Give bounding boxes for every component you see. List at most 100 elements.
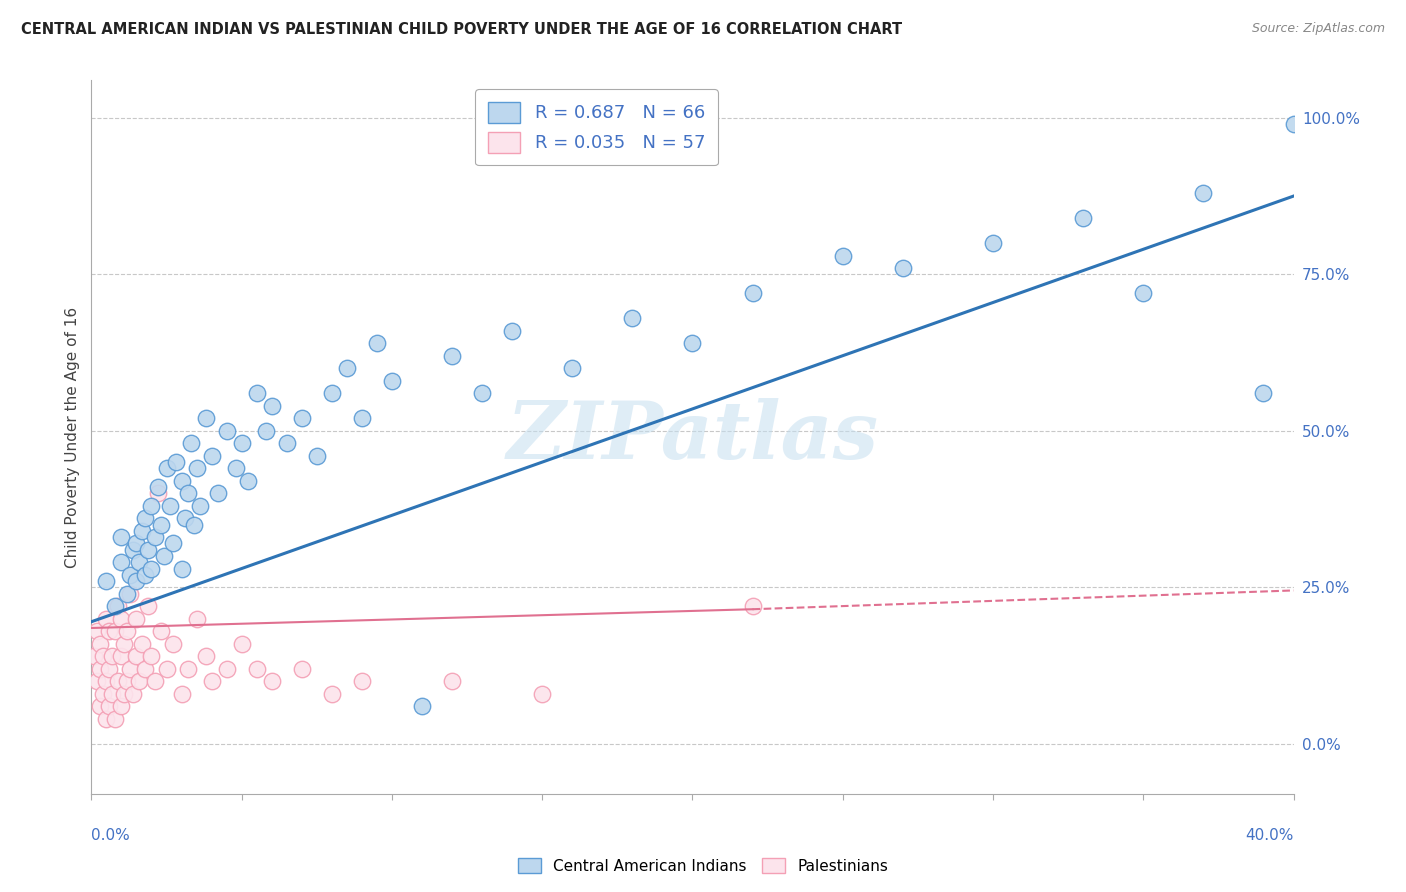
Point bbox=[110, 699, 132, 714]
Point bbox=[681, 336, 703, 351]
Point bbox=[134, 662, 156, 676]
Point bbox=[162, 536, 184, 550]
Point bbox=[246, 386, 269, 401]
Point bbox=[411, 699, 433, 714]
Point bbox=[89, 699, 111, 714]
Point bbox=[117, 674, 139, 689]
Point bbox=[138, 542, 160, 557]
Point bbox=[173, 511, 195, 525]
Point bbox=[183, 517, 205, 532]
Point bbox=[176, 486, 198, 500]
Point bbox=[501, 324, 523, 338]
Point bbox=[96, 612, 118, 626]
Point bbox=[120, 662, 142, 676]
Point bbox=[321, 386, 343, 401]
Point bbox=[110, 530, 132, 544]
Point bbox=[89, 662, 111, 676]
Point bbox=[440, 349, 463, 363]
Point bbox=[131, 637, 153, 651]
Point bbox=[305, 449, 328, 463]
Point bbox=[321, 687, 343, 701]
Point bbox=[231, 637, 253, 651]
Point bbox=[86, 674, 108, 689]
Point bbox=[141, 561, 163, 575]
Point bbox=[117, 586, 139, 600]
Text: 40.0%: 40.0% bbox=[1246, 828, 1294, 843]
Y-axis label: Child Poverty Under the Age of 16: Child Poverty Under the Age of 16 bbox=[65, 307, 80, 567]
Point bbox=[122, 687, 145, 701]
Point bbox=[621, 311, 644, 326]
Point bbox=[89, 637, 111, 651]
Point bbox=[96, 674, 118, 689]
Point bbox=[291, 411, 314, 425]
Point bbox=[231, 436, 253, 450]
Text: 0.0%: 0.0% bbox=[91, 828, 131, 843]
Point bbox=[125, 612, 148, 626]
Point bbox=[146, 486, 169, 500]
Point bbox=[170, 561, 193, 575]
Point bbox=[201, 674, 224, 689]
Point bbox=[152, 549, 174, 563]
Point bbox=[170, 687, 193, 701]
Point bbox=[1132, 286, 1154, 301]
Point bbox=[134, 567, 156, 582]
Point bbox=[86, 624, 108, 639]
Point bbox=[143, 530, 166, 544]
Point bbox=[128, 555, 150, 569]
Point bbox=[194, 649, 217, 664]
Point bbox=[207, 486, 229, 500]
Point bbox=[96, 574, 118, 588]
Point bbox=[176, 662, 198, 676]
Point bbox=[188, 499, 211, 513]
Point bbox=[741, 599, 763, 613]
Point bbox=[1192, 186, 1215, 200]
Point bbox=[1253, 386, 1275, 401]
Point bbox=[104, 599, 127, 613]
Point bbox=[120, 586, 142, 600]
Point bbox=[107, 674, 129, 689]
Point bbox=[120, 567, 142, 582]
Point bbox=[104, 712, 127, 726]
Point bbox=[225, 461, 247, 475]
Point bbox=[381, 374, 404, 388]
Point bbox=[149, 517, 172, 532]
Point bbox=[98, 699, 121, 714]
Text: CENTRAL AMERICAN INDIAN VS PALESTINIAN CHILD POVERTY UNDER THE AGE OF 16 CORRELA: CENTRAL AMERICAN INDIAN VS PALESTINIAN C… bbox=[21, 22, 903, 37]
Legend: R = 0.687   N = 66, R = 0.035   N = 57: R = 0.687 N = 66, R = 0.035 N = 57 bbox=[475, 89, 717, 165]
Point bbox=[236, 474, 259, 488]
Point bbox=[155, 461, 177, 475]
Point bbox=[165, 455, 187, 469]
Point bbox=[110, 649, 132, 664]
Point bbox=[162, 637, 184, 651]
Point bbox=[276, 436, 298, 450]
Point bbox=[194, 411, 217, 425]
Point bbox=[101, 649, 124, 664]
Point bbox=[366, 336, 388, 351]
Point bbox=[149, 624, 172, 639]
Point bbox=[104, 624, 127, 639]
Point bbox=[98, 662, 121, 676]
Legend: Central American Indians, Palestinians: Central American Indians, Palestinians bbox=[512, 852, 894, 880]
Point bbox=[215, 662, 238, 676]
Point bbox=[110, 555, 132, 569]
Point bbox=[134, 511, 156, 525]
Point bbox=[891, 261, 914, 276]
Point bbox=[741, 286, 763, 301]
Point bbox=[83, 649, 105, 664]
Point bbox=[981, 235, 1004, 250]
Point bbox=[471, 386, 494, 401]
Point bbox=[186, 461, 208, 475]
Point bbox=[122, 542, 145, 557]
Point bbox=[143, 674, 166, 689]
Point bbox=[101, 687, 124, 701]
Point bbox=[110, 612, 132, 626]
Point bbox=[125, 536, 148, 550]
Point bbox=[350, 674, 373, 689]
Point bbox=[138, 599, 160, 613]
Point bbox=[246, 662, 269, 676]
Point bbox=[260, 399, 283, 413]
Point bbox=[350, 411, 373, 425]
Point bbox=[155, 662, 177, 676]
Point bbox=[96, 712, 118, 726]
Point bbox=[93, 649, 115, 664]
